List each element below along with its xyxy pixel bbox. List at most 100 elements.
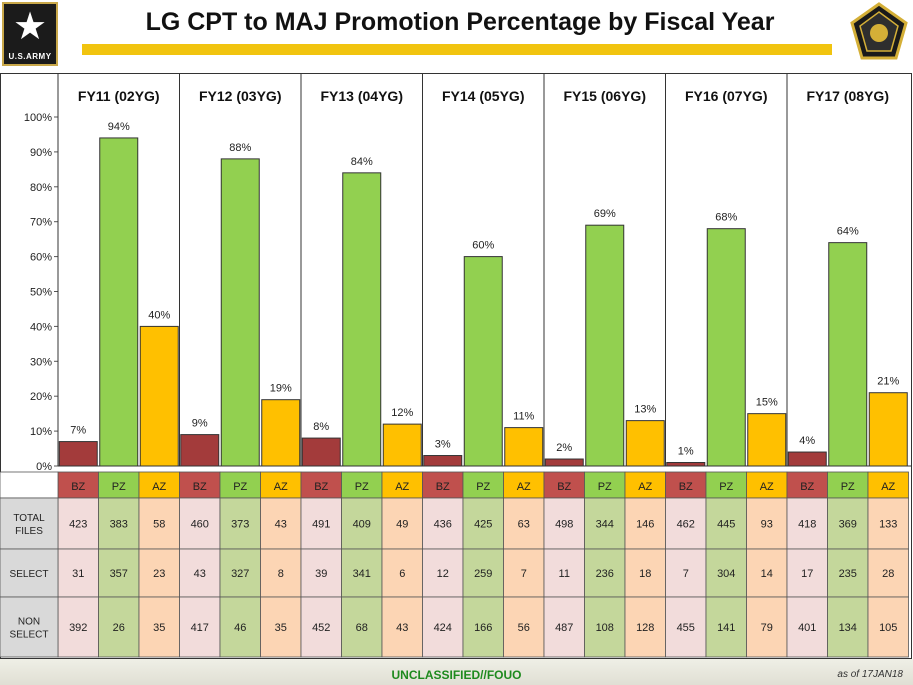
bar-bz — [180, 434, 220, 467]
table-cell-value: 455 — [677, 622, 695, 634]
bar-pz — [220, 158, 260, 467]
table-cell-value: 35 — [275, 622, 287, 634]
table-cell-value: 49 — [396, 519, 408, 531]
table-cell-value: 43 — [194, 568, 206, 580]
y-tick-label: 40% — [30, 321, 52, 333]
table-cell — [827, 497, 869, 550]
y-tick-label: 90% — [30, 147, 52, 159]
bar-value-label: 19% — [270, 383, 292, 395]
bar-pz — [585, 224, 625, 467]
y-tick-label: 60% — [30, 252, 52, 264]
table-cell-value: 7 — [521, 568, 527, 580]
bar-value-label: 88% — [229, 142, 251, 154]
bar-az — [139, 325, 179, 467]
table-cell — [138, 548, 180, 598]
table-cell-value: 31 — [72, 568, 84, 580]
table-cell — [462, 596, 504, 658]
bar-pz — [99, 137, 139, 467]
table-cell-value: 344 — [596, 519, 614, 531]
table-cell — [746, 497, 788, 550]
bar-bz — [544, 458, 584, 467]
table-cell-value: 146 — [636, 519, 654, 531]
zone-label: BZ — [314, 481, 328, 493]
table-cell-value: 236 — [596, 568, 614, 580]
table-cell — [543, 497, 585, 550]
row-label-text: SELECT — [10, 569, 49, 580]
table-cell — [584, 548, 626, 598]
bar-pz — [342, 172, 382, 467]
table-cell-value: 304 — [717, 568, 735, 580]
table-cell-value: 12 — [437, 568, 449, 580]
fy-group-label: FY14 (05YG) — [442, 88, 524, 104]
zone-cell-az — [138, 471, 180, 499]
y-tick-label: 20% — [30, 391, 52, 403]
table-cell-value: 35 — [153, 622, 165, 634]
fy-group-label: FY11 (02YG) — [78, 88, 160, 104]
bar-bz — [423, 455, 463, 467]
zone-cell-pz — [462, 471, 504, 499]
title-underline — [82, 44, 832, 55]
bar-az — [382, 423, 422, 467]
zone-label: AZ — [274, 481, 288, 493]
zone-label: PZ — [355, 481, 369, 493]
table-cell — [300, 548, 342, 598]
zone-label: AZ — [395, 481, 409, 493]
table-cell — [219, 497, 261, 550]
y-tick-label: 10% — [30, 426, 52, 438]
table-cell-value: 11 — [559, 568, 570, 580]
bar-value-label: 69% — [594, 208, 616, 220]
table-cell-value: 6 — [399, 568, 405, 580]
table-cell-value: 133 — [879, 519, 897, 531]
table-cell — [503, 596, 545, 658]
bar-value-label: 3% — [435, 439, 451, 451]
table-cell-value: 418 — [798, 519, 816, 531]
table-cell — [786, 548, 828, 598]
table-cell — [705, 596, 747, 658]
zone-label: PZ — [598, 481, 612, 493]
table-cell-value: 17 — [801, 568, 813, 580]
zone-label: BZ — [193, 481, 207, 493]
table-cell-value: 491 — [312, 519, 330, 531]
table-cell-value: 424 — [434, 622, 452, 634]
bar-az — [747, 413, 787, 467]
row-label-text: SELECT — [10, 630, 49, 641]
row-label-spacer — [0, 471, 59, 499]
table-cell — [827, 596, 869, 658]
table-cell-value: 436 — [434, 519, 452, 531]
zone-label: BZ — [679, 481, 693, 493]
zone-label: BZ — [800, 481, 814, 493]
y-tick-label: 30% — [30, 356, 52, 368]
zone-label: PZ — [233, 481, 247, 493]
table-cell-value: 39 — [315, 568, 327, 580]
table-cell-value: 452 — [312, 622, 330, 634]
zone-label: AZ — [638, 481, 652, 493]
table-cell — [381, 596, 423, 658]
zone-cell-bz — [300, 471, 342, 499]
table-cell-value: 445 — [717, 519, 735, 531]
bar-az — [261, 399, 301, 467]
zone-label: AZ — [881, 481, 895, 493]
zone-cell-az — [624, 471, 666, 499]
table-cell — [705, 548, 747, 598]
table-cell-value: 7 — [683, 568, 689, 580]
zone-cell-bz — [422, 471, 464, 499]
table-cell-value: 460 — [191, 519, 209, 531]
zone-label: AZ — [760, 481, 774, 493]
fy-group-label: FY16 (07YG) — [685, 88, 767, 104]
table-cell-value: 498 — [555, 519, 573, 531]
table-cell-value: 259 — [474, 568, 492, 580]
row-label-text: NON — [18, 617, 40, 628]
table-cell — [503, 497, 545, 550]
bar-value-label: 9% — [192, 418, 208, 430]
zone-cell-pz — [705, 471, 747, 499]
fy-group-label: FY17 (08YG) — [807, 88, 889, 104]
table-cell — [219, 548, 261, 598]
bar-pz — [706, 228, 746, 467]
footer-band — [0, 659, 913, 685]
bar-value-label: 60% — [472, 240, 494, 252]
bar-bz — [666, 462, 706, 467]
table-cell — [867, 497, 909, 550]
table-cell-value: 369 — [839, 519, 857, 531]
table-cell — [300, 596, 342, 658]
table-cell-value: 423 — [69, 519, 87, 531]
